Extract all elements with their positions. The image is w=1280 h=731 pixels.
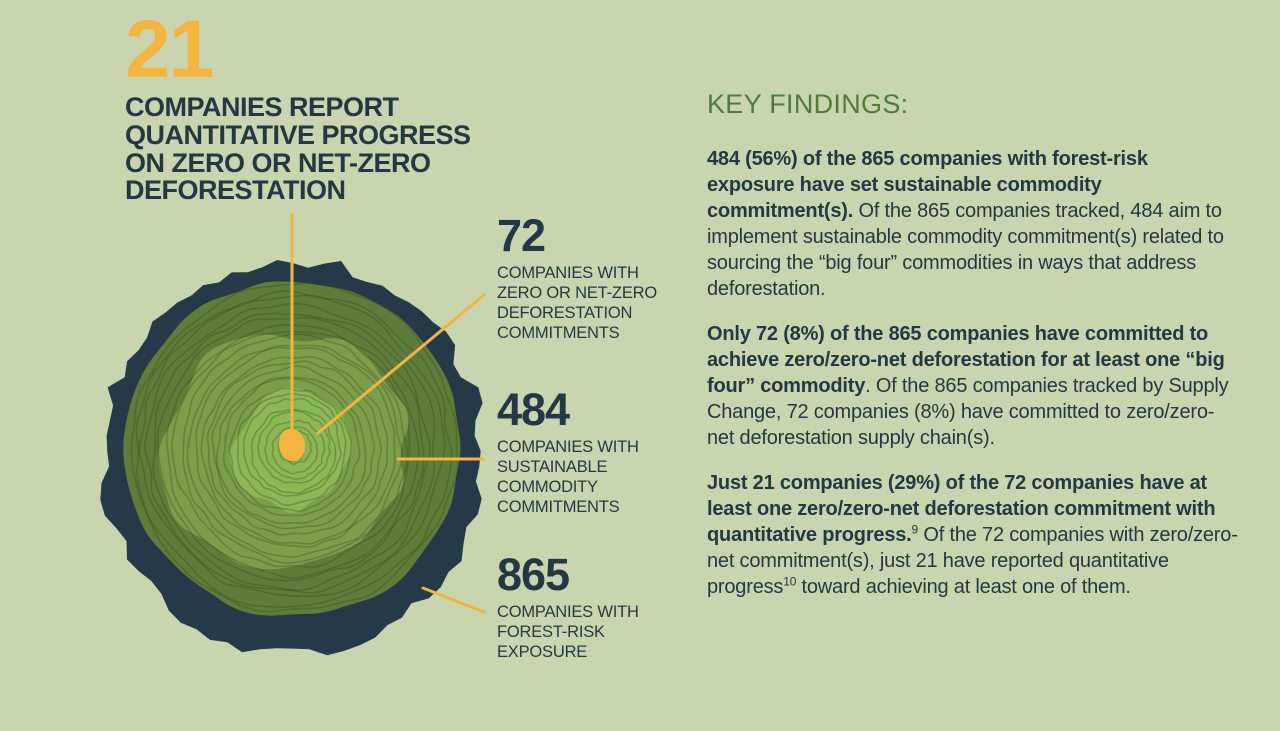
callout-72: 72 COMPANIES WITH ZERO OR NET-ZERO DEFOR…: [497, 213, 657, 343]
key-finding-paragraph-1: 484 (56%) of the 865 companies with fore…: [707, 146, 1239, 302]
paragraph-3-body-end: toward achieving at least one of them.: [796, 576, 1131, 599]
key-findings-section: KEY FINDINGS: 484 (56%) of the 865 compa…: [707, 88, 1239, 619]
tree-pith-marker: [278, 428, 306, 462]
callout-865: 865 COMPANIES WITH FOREST-RISK EXPOSURE: [497, 552, 639, 662]
callout-865-number: 865: [497, 549, 570, 600]
paragraph-1-body: Of the 865 companies tracked, 484 aim to…: [707, 200, 1224, 301]
callout-865-label: COMPANIES WITH FOREST-RISK EXPOSURE: [497, 603, 639, 661]
paragraph-2-body: . Of the 865 companies tracked by Supply…: [707, 375, 1229, 450]
key-finding-paragraph-2: Only 72 (8%) of the 865 companies have c…: [707, 321, 1239, 451]
tree-growth-rings: [130, 282, 459, 613]
tree-rings-illustration: [100, 213, 486, 656]
paragraph-3-bold-lead: Just 21 companies (29%) of the 72 compan…: [707, 472, 1216, 547]
callout-72-number: 72: [497, 210, 546, 261]
callout-lines: [290, 213, 486, 614]
key-findings-heading: KEY FINDINGS:: [707, 89, 909, 119]
footnote-ref-9: 9: [911, 522, 919, 537]
paragraph-2-bold-lead: Only 72 (8%) of the 865 companies have c…: [707, 323, 1225, 398]
callout-484-number: 484: [497, 384, 570, 435]
headline-number: 21: [125, 4, 214, 95]
key-finding-paragraph-3: Just 21 companies (29%) of the 72 compan…: [707, 470, 1239, 600]
callout-484: 484 COMPANIES WITH SUSTAINABLE COMMODITY…: [497, 387, 639, 517]
paragraph-3-body: Of the 72 companies with zero/zero-net c…: [707, 524, 1238, 599]
headline-block: 21 COMPANIES REPORT QUANTITATIVE PROGRES…: [125, 4, 525, 206]
callout-484-label: COMPANIES WITH SUSTAINABLE COMMODITY COM…: [497, 438, 639, 516]
callout-72-label: COMPANIES WITH ZERO OR NET-ZERO DEFOREST…: [497, 264, 657, 342]
footnote-ref-10: 10: [783, 574, 797, 589]
paragraph-1-bold-lead: 484 (56%) of the 865 companies with fore…: [707, 148, 1148, 223]
headline-text: COMPANIES REPORT QUANTITATIVE PROGRESS O…: [125, 92, 471, 206]
